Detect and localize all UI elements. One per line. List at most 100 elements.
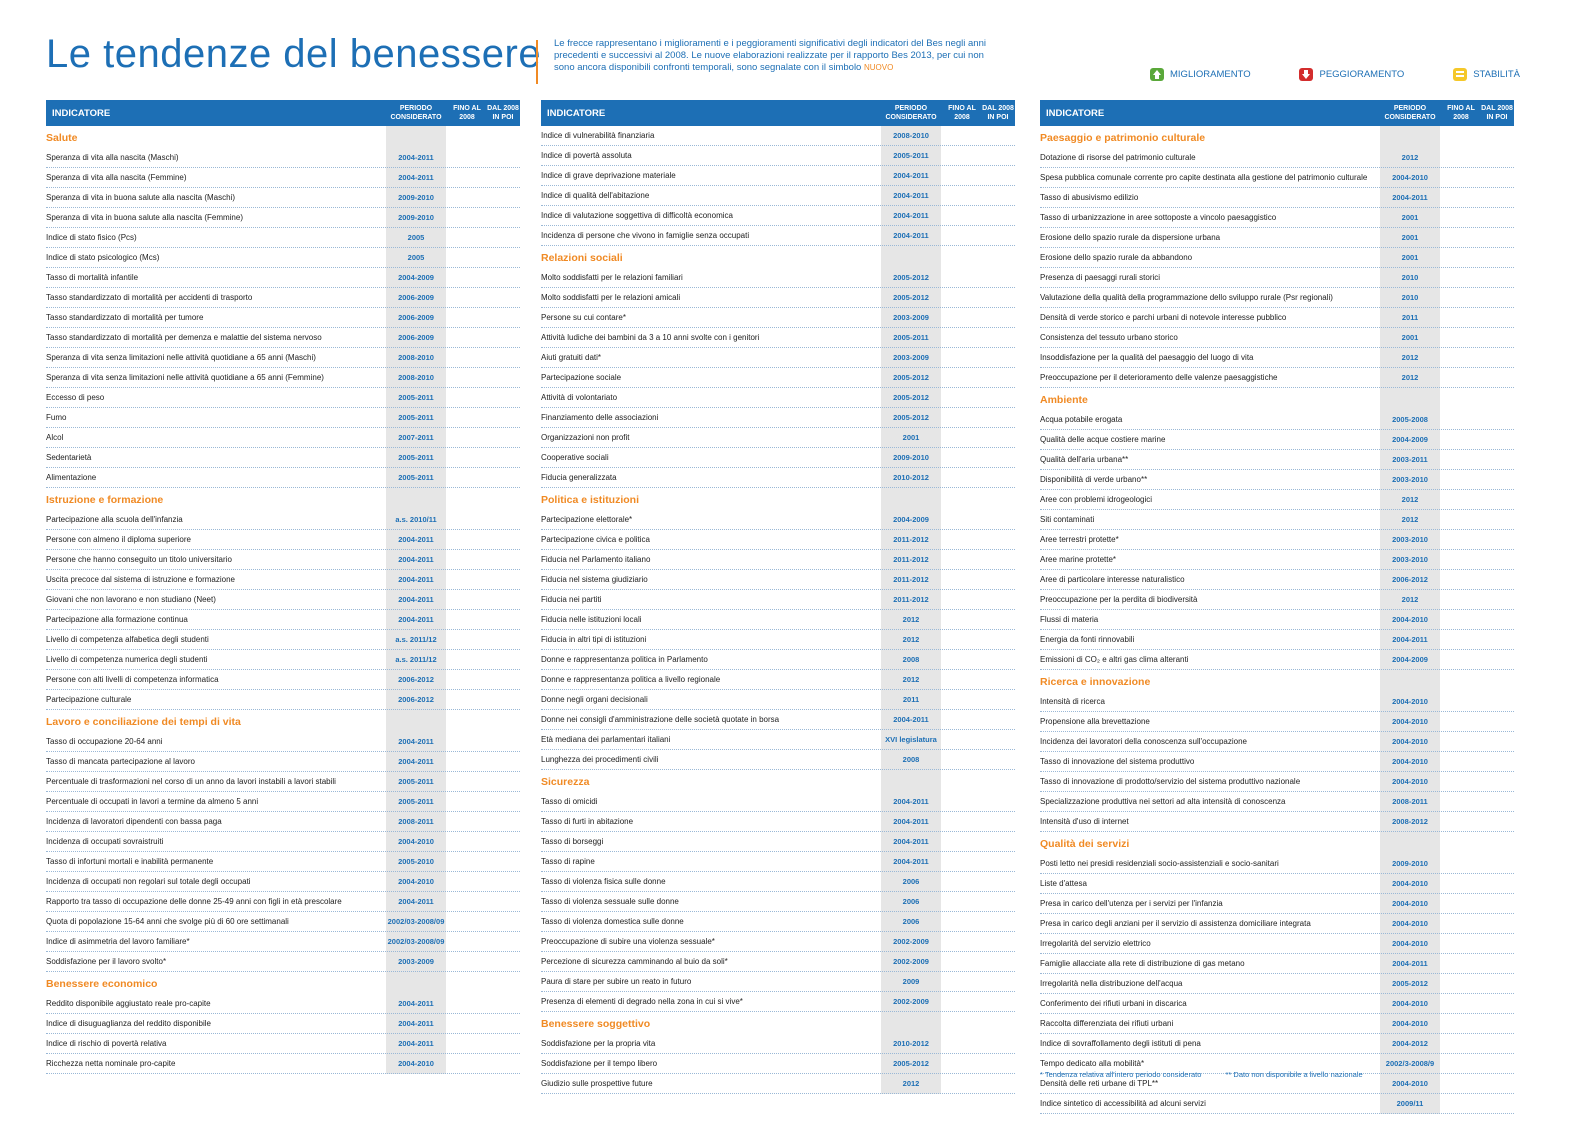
section-title-text: Benessere economico [46,978,158,990]
table-row: Attività ludiche dei bambini da 3 a 10 a… [541,328,1015,348]
header-dal: DAL 2008 IN POI [982,105,1014,121]
table-row: Intensità di ricerca 2004-2010 [1040,692,1514,712]
table-row: Tasso di mortalità infantile 2004-2009 [46,268,520,288]
table-row: Partecipazione civica e politica 2011-201… [541,530,1015,550]
indicator-label: Giudizio sulle prospettive future [541,1079,653,1088]
indicator-label: Acqua potabile erogata [1040,415,1123,424]
indicator-table-3: INDICATORE PERIODO CONSIDERATO FINO AL 200… [1040,100,1514,1114]
indicator-label: Indice di rischio di povertà relativa [46,1039,167,1048]
indicator-label: Aree con problemi idrogeologici [1040,495,1153,504]
indicator-label: Irregolarità nella distribuzione dell'ac… [1040,979,1183,988]
indicator-label: Ricchezza netta nominale pro-capite [46,1059,176,1068]
indicator-label: Incidenza di occupati non regolari sul t… [46,877,251,886]
period-value: 2004-2011 [893,211,929,220]
indicator-label: Speranza di vita in buona salute alla na… [46,213,243,222]
period-value: 2005-2011 [398,797,434,806]
header-period: PERIODO CONSIDERATO [390,105,442,121]
indicator-label: Paura di stare per subire un reato in fu… [541,977,692,986]
indicator-label: Presa in carico dell'utenza per i serviz… [1040,899,1223,908]
intro-line-2: Le nuove elaborazioni realizzate per il … [554,50,984,73]
table-row: Presenza di elementi di degrado nella zo… [541,992,1015,1012]
indicator-label: Percentuale di occupati in lavori a term… [46,797,259,806]
indicator-label: Speranza di vita in buona salute alla na… [46,193,235,202]
indicator-label: Qualità delle acque costiere marine [1040,435,1166,444]
table-row: Tasso di borseggi 2004-2011 [541,832,1015,852]
table-row: Uscita precoce dal sistema di istruzione… [46,570,520,590]
period-value: 2008-2010 [398,373,434,382]
indicator-label: Donne e rappresentanza politica in Parla… [541,655,708,664]
section-title-text: Sicurezza [541,776,590,788]
table-row: Indice di grave deprivazione materiale 20… [541,166,1015,186]
table-row: Posti letto nei presidi residenziali soc… [1040,854,1514,874]
table-row: Dotazione di risorse del patrimonio cult… [1040,148,1514,168]
indicator-label: Fiducia in altri tipi di istituzioni [541,635,647,644]
arrow-up-icon [1150,68,1164,81]
indicator-label: Partecipazione culturale [46,695,132,704]
indicator-label: Valutazione della qualità della programm… [1040,293,1333,302]
table-row: Speranza di vita in buona salute alla na… [46,208,520,228]
indicator-label: Organizzazioni non profit [541,433,630,442]
period-value: 2011-2012 [893,535,929,544]
header-indicator: INDICATORE [547,108,606,119]
header-indicator: INDICATORE [1046,108,1105,119]
indicator-label: Partecipazione alla formazione continua [46,615,188,624]
table-row: Indice di valutazione soggettiva di diff… [541,206,1015,226]
indicator-label: Fumo [46,413,67,422]
table-row: Molto soddisfatti per le relazioni famil… [541,268,1015,288]
indicator-label: Erosione dello spazio rurale da abbandon… [1040,253,1193,262]
indicator-label: Raccolta differenziata dei rifiuti urban… [1040,1019,1174,1028]
period-value: 2004-2010 [398,837,434,846]
period-column-band [1380,126,1440,1114]
table-row: Paura di stare per subire un reato in fu… [541,972,1015,992]
indicator-label: Aree di particolare interesse naturalist… [1040,575,1185,584]
period-value: 2002-2009 [893,957,929,966]
period-value: 2004-2011 [398,535,434,544]
table-row: Qualità dell'aria urbana** 2003-2011 [1040,450,1514,470]
period-value: 2002/3-2008/9 [1385,1059,1435,1068]
period-value: 2005-2011 [398,393,434,402]
period-value: 2004-2011 [398,757,434,766]
table-row: Persone con alti livelli di competenza i… [46,670,520,690]
period-value: 2009-2010 [1392,859,1428,868]
table-row: Irregolarità nella distribuzione dell'ac… [1040,974,1514,994]
period-value: 2008-2011 [1392,797,1428,806]
table-row: Propensione alla brevettazione 2004-2010 [1040,712,1514,732]
table-row: Tasso di innovazione del sistema produtt… [1040,752,1514,772]
period-value: 2005-2011 [398,413,434,422]
indicator-label: Fiducia generalizzata [541,473,617,482]
table-row: Soddisfazione per il lavoro svolto* 2003-… [46,952,520,972]
table-row: Speranza di vita senza limitazioni nelle… [46,368,520,388]
period-value: 2010 [1401,273,1419,282]
table-row: Indice di stato fisico (Pcs) 2005 [46,228,520,248]
period-value: 2010-2012 [893,1039,929,1048]
indicator-label: Persone con almeno il diploma superiore [46,535,191,544]
period-value: a.s. 2010/11 [395,515,437,524]
table-row: Tasso di omicidi 2004-2011 [541,792,1015,812]
period-value: 2012 [1401,353,1419,362]
table-row: Partecipazione alla scuola dell'infanzia… [46,510,520,530]
footnote-2: ** Dato non disponibile a livello nazion… [1225,1070,1363,1079]
indicator-label: Tasso di occupazione 20-64 anni [46,737,163,746]
period-value: 2003-2009 [398,957,434,966]
period-value: 2009/11 [1396,1099,1424,1108]
table-row: Reddito disponibile aggiustato reale pro… [46,994,520,1014]
period-value: 2005-2012 [893,273,929,282]
period-value: 2012 [1401,373,1419,382]
section-title: Benessere soggettivo [541,1012,1015,1034]
table-row: Fiducia nel sistema giudiziario 2011-2012 [541,570,1015,590]
legend-worse-label: PEGGIORAMENTO [1319,69,1405,80]
table-row: Speranza di vita in buona salute alla na… [46,188,520,208]
table-row: Percentuale di trasformazioni nel corso … [46,772,520,792]
section-title: Benessere economico [46,972,520,994]
footnote-1: * Tendenza relativa all'intero periodo c… [1040,1070,1202,1079]
arrow-down-icon [1299,68,1314,81]
table-row: Acqua potabile erogata 2005-2008 [1040,410,1514,430]
indicator-label: Tasso di omicidi [541,797,598,806]
table-body: Salute Speranza di vita alla nascita (Mas… [46,126,520,1074]
indicator-label: Molto soddisfatti per le relazioni famil… [541,273,683,282]
period-value: 2006-2009 [398,333,434,342]
indicator-label: Giovani che non lavorano e non studiano … [46,595,216,604]
indicator-label: Presa in carico degli anziani per il ser… [1040,919,1311,928]
indicator-label: Molto soddisfatti per le relazioni amica… [541,293,681,302]
table-row: Aiuti gratuiti dati* 2003-2009 [541,348,1015,368]
